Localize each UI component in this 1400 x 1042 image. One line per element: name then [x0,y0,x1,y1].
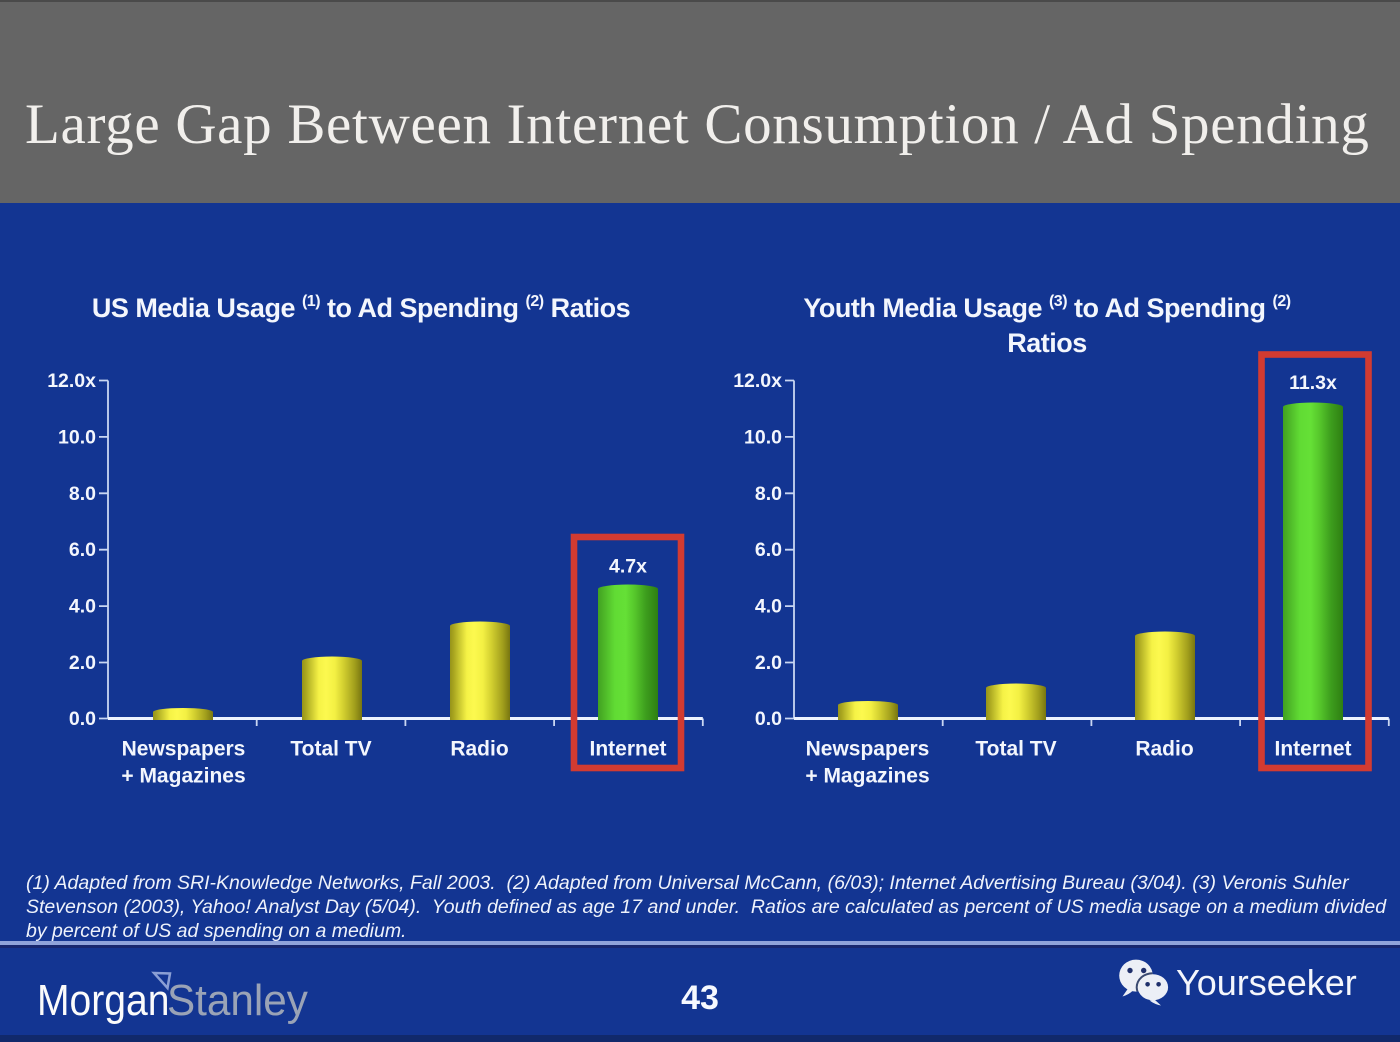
svg-text:2.0: 2.0 [755,652,782,674]
svg-text:Newspapers: Newspapers [806,738,930,761]
svg-text:10.0: 10.0 [744,426,782,448]
svg-text:Internet: Internet [589,738,666,761]
svg-text:Internet: Internet [1274,738,1351,761]
svg-text:8.0: 8.0 [755,483,782,505]
svg-text:11.3x: 11.3x [1289,372,1337,394]
svg-text:0.0: 0.0 [755,708,782,730]
svg-text:Total TV: Total TV [290,738,371,761]
svg-text:+ Magazines: + Magazines [805,765,929,788]
svg-text:6.0: 6.0 [755,539,782,561]
svg-text:12.0x: 12.0x [733,370,782,392]
svg-text:4.0: 4.0 [69,596,96,618]
svg-text:Radio: Radio [450,738,508,761]
svg-text:8.0: 8.0 [69,483,96,505]
svg-text:4.0: 4.0 [755,596,782,618]
svg-text:Newspapers: Newspapers [122,738,246,761]
svg-text:Total TV: Total TV [975,738,1056,761]
svg-text:10.0: 10.0 [58,426,96,448]
svg-text:Radio: Radio [1135,738,1193,761]
svg-text:0.0: 0.0 [69,708,96,730]
svg-text:6.0: 6.0 [69,539,96,561]
svg-text:+ Magazines: + Magazines [121,765,245,788]
svg-text:4.7x: 4.7x [609,556,647,578]
svg-text:12.0x: 12.0x [47,370,96,392]
svg-text:2.0: 2.0 [69,652,96,674]
